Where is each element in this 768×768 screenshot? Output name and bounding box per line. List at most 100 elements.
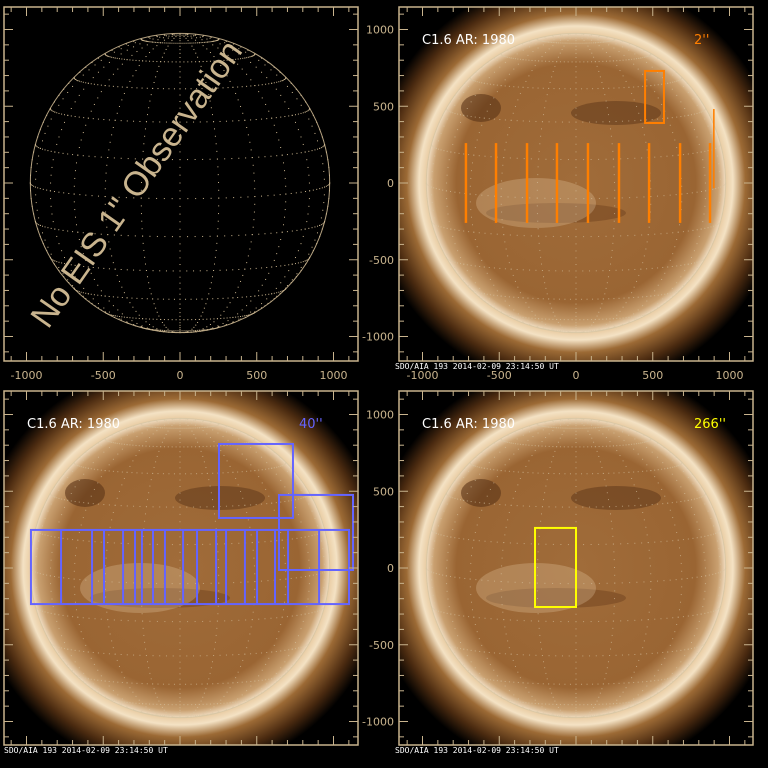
grid-dot bbox=[503, 157, 505, 159]
grid-dot bbox=[205, 81, 207, 83]
grid-dot bbox=[194, 34, 196, 36]
grid-dot bbox=[213, 506, 215, 508]
grid-dot bbox=[264, 156, 266, 158]
grid-dot bbox=[559, 39, 561, 41]
grid-dot bbox=[582, 270, 584, 272]
grid-dot bbox=[529, 40, 531, 42]
grid-dot bbox=[83, 287, 85, 289]
grid-dot bbox=[56, 143, 58, 145]
grid-dot bbox=[148, 667, 150, 669]
grid-dot bbox=[463, 263, 465, 265]
grid-dot bbox=[563, 42, 565, 44]
grid-dot bbox=[538, 60, 540, 62]
grid-dot bbox=[160, 446, 162, 448]
grid-dot bbox=[434, 540, 436, 542]
grid-dot bbox=[681, 201, 683, 203]
grid-dot bbox=[209, 100, 211, 102]
grid-dot bbox=[609, 270, 611, 272]
grid-dot bbox=[183, 330, 185, 332]
grid-dot bbox=[223, 455, 225, 457]
eis-raster-slit bbox=[647, 143, 651, 223]
grid-dot bbox=[107, 55, 109, 57]
grid-dot bbox=[297, 262, 299, 264]
grid-dot bbox=[175, 446, 177, 448]
grid-dot bbox=[163, 709, 165, 711]
grid-dot bbox=[152, 41, 154, 43]
grid-dot bbox=[44, 132, 46, 134]
grid-dot bbox=[273, 194, 275, 196]
grid-dot bbox=[575, 270, 577, 272]
grid-dot bbox=[549, 329, 551, 331]
grid-dot bbox=[108, 79, 110, 81]
grid-dot bbox=[179, 327, 181, 329]
grid-dot bbox=[194, 159, 196, 161]
grid-dot bbox=[493, 669, 495, 671]
grid-dot bbox=[296, 273, 298, 275]
grid-dot bbox=[58, 112, 60, 114]
grid-dot bbox=[218, 582, 220, 584]
grid-dot bbox=[308, 227, 310, 229]
grid-dot bbox=[189, 427, 191, 429]
grid-dot bbox=[106, 611, 108, 613]
grid-dot bbox=[707, 150, 709, 152]
grid-dot bbox=[61, 635, 63, 637]
grid-dot bbox=[114, 653, 116, 655]
grid-dot bbox=[225, 709, 227, 711]
grid-dot bbox=[167, 319, 169, 321]
grid-dot bbox=[175, 419, 177, 421]
grid-dot bbox=[427, 184, 429, 186]
grid-dot bbox=[214, 256, 216, 258]
grid-dot bbox=[544, 197, 546, 199]
grid-dot bbox=[218, 197, 220, 199]
grid-dot bbox=[117, 68, 119, 70]
grid-dot bbox=[52, 606, 54, 608]
grid-dot bbox=[50, 559, 52, 561]
grid-dot bbox=[640, 268, 642, 270]
grid-dot bbox=[235, 58, 237, 60]
grid-dot bbox=[30, 184, 32, 186]
grid-dot bbox=[135, 59, 137, 61]
grid-dot bbox=[540, 40, 542, 42]
grid-dot bbox=[179, 418, 181, 420]
grid-dot bbox=[50, 198, 52, 200]
grid-dot bbox=[165, 506, 167, 508]
grid-dot bbox=[285, 586, 287, 588]
grid-dot bbox=[238, 703, 240, 705]
grid-dot bbox=[608, 298, 610, 300]
grid-dot bbox=[534, 317, 536, 319]
grid-dot bbox=[112, 511, 114, 513]
grid-dot bbox=[254, 588, 256, 590]
slit-label: 2'' bbox=[694, 33, 709, 48]
grid-dot bbox=[446, 118, 448, 120]
grid-dot bbox=[460, 506, 462, 508]
grid-dot bbox=[216, 627, 218, 629]
grid-dot bbox=[161, 321, 163, 323]
grid-dot bbox=[573, 34, 575, 36]
grid-dot bbox=[687, 153, 689, 155]
grid-dot bbox=[509, 234, 511, 236]
grid-dot bbox=[179, 421, 181, 423]
grid-dot bbox=[504, 61, 506, 63]
grid-dot bbox=[543, 114, 545, 116]
grid-dot bbox=[448, 544, 450, 546]
grid-dot bbox=[155, 307, 157, 309]
grid-dot bbox=[121, 99, 123, 101]
grid-dot bbox=[271, 82, 273, 84]
grid-dot bbox=[539, 40, 541, 42]
grid-dot bbox=[488, 683, 490, 685]
grid-dot bbox=[476, 139, 478, 141]
grid-dot bbox=[564, 35, 566, 37]
grid-dot bbox=[300, 243, 302, 245]
grid-dot bbox=[78, 94, 80, 96]
active-region bbox=[80, 563, 200, 613]
grid-dot bbox=[50, 590, 52, 592]
grid-dot bbox=[300, 266, 302, 268]
grid-dot bbox=[569, 34, 571, 36]
grid-dot bbox=[90, 657, 92, 659]
grid-dot bbox=[196, 683, 198, 685]
grid-dot bbox=[241, 453, 243, 455]
grid-dot bbox=[100, 675, 102, 677]
x-tick-label: -1000 bbox=[407, 369, 439, 382]
grid-dot bbox=[258, 618, 260, 620]
grid-dot bbox=[687, 263, 689, 265]
